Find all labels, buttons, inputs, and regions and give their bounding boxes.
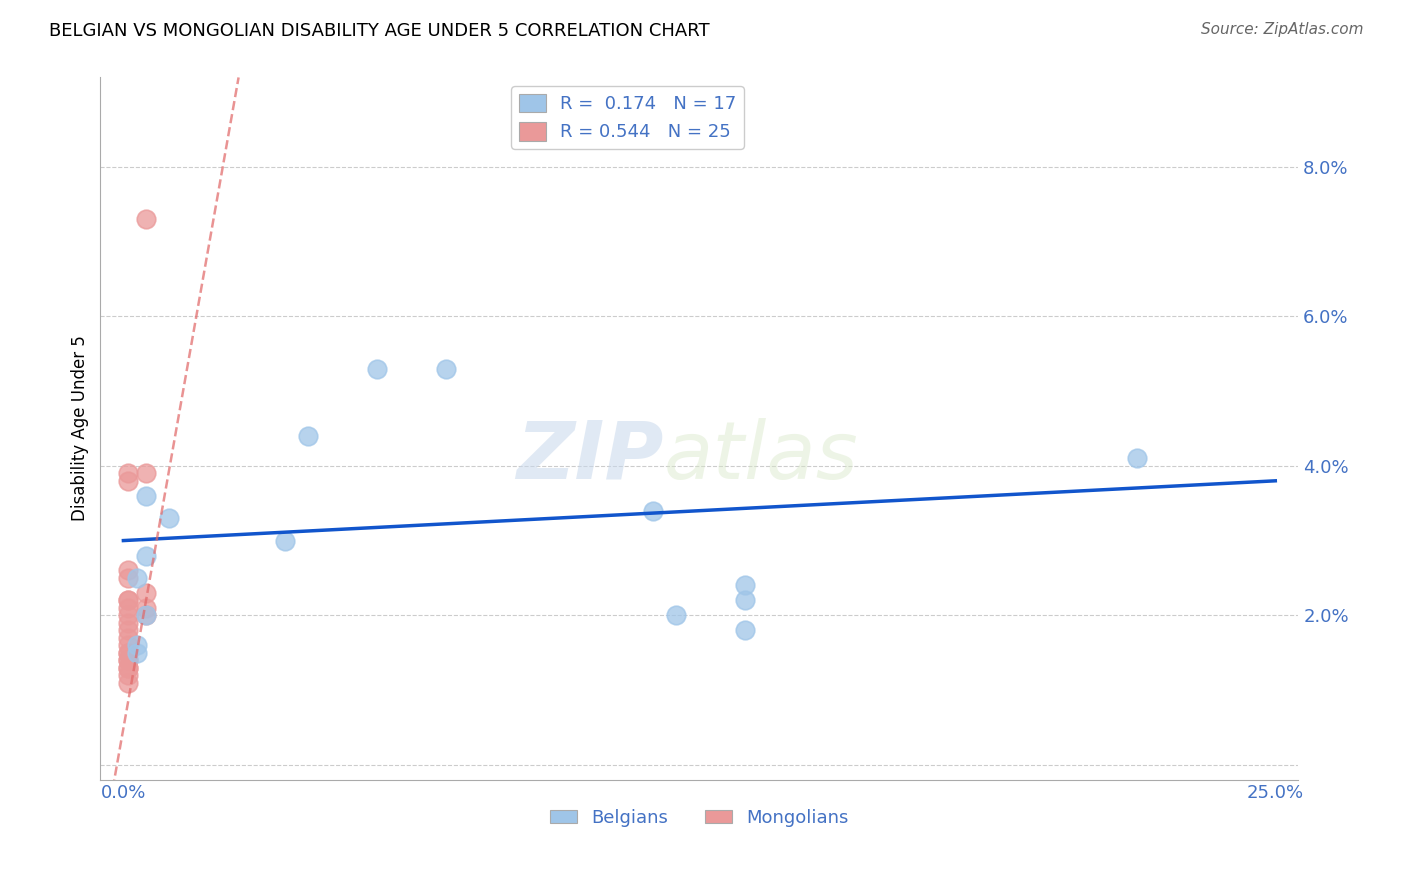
Point [135, 467, 157, 481]
Point [273, 533, 295, 548]
Point [117, 474, 139, 488]
Point [127, 638, 149, 652]
Point [117, 660, 139, 674]
Point [127, 571, 149, 585]
Point [117, 675, 139, 690]
Point [135, 489, 157, 503]
Point [734, 624, 756, 638]
Point [117, 653, 139, 667]
Point [117, 600, 139, 615]
Text: Source: ZipAtlas.com: Source: ZipAtlas.com [1201, 22, 1364, 37]
Point [159, 511, 181, 525]
Point [117, 608, 139, 623]
Point [117, 631, 139, 645]
Text: BELGIAN VS MONGOLIAN DISABILITY AGE UNDER 5 CORRELATION CHART: BELGIAN VS MONGOLIAN DISABILITY AGE UNDE… [49, 22, 710, 40]
Point [127, 646, 149, 660]
Point [117, 571, 139, 585]
Point [135, 608, 157, 623]
Point [117, 638, 139, 652]
Point [117, 646, 139, 660]
Point [117, 593, 139, 607]
Point [643, 504, 665, 518]
Point [135, 608, 157, 623]
Y-axis label: Disability Age Under 5: Disability Age Under 5 [72, 335, 89, 522]
Point [734, 593, 756, 607]
Text: atlas: atlas [664, 417, 858, 496]
Point [665, 608, 688, 623]
Point [135, 549, 157, 563]
Point [117, 653, 139, 667]
Point [734, 578, 756, 592]
Point [1126, 451, 1149, 466]
Point [135, 212, 157, 227]
Point [434, 361, 457, 376]
Point [117, 615, 139, 630]
Point [117, 646, 139, 660]
Point [135, 600, 157, 615]
Text: ZIP: ZIP [516, 417, 664, 496]
Point [117, 624, 139, 638]
Point [117, 668, 139, 682]
Point [117, 593, 139, 607]
Point [117, 564, 139, 578]
Point [366, 361, 388, 376]
Point [117, 660, 139, 674]
Legend: Belgians, Mongolians: Belgians, Mongolians [543, 801, 856, 834]
Point [117, 467, 139, 481]
Point [135, 586, 157, 600]
Point [297, 429, 319, 443]
